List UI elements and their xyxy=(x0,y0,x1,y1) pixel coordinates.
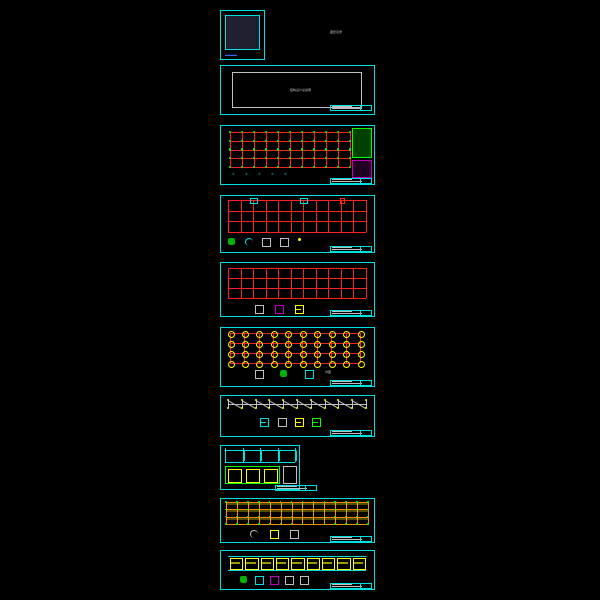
cad-model-space[interactable]: ▬▬▬图纸目录结构设计总说明①②③④⑤详图 xyxy=(0,0,600,600)
drawing-sheet-sheet3[interactable] xyxy=(220,195,375,253)
detail-label: 详图 xyxy=(325,370,331,374)
sheet-title: 结构设计总说明 xyxy=(290,88,311,92)
